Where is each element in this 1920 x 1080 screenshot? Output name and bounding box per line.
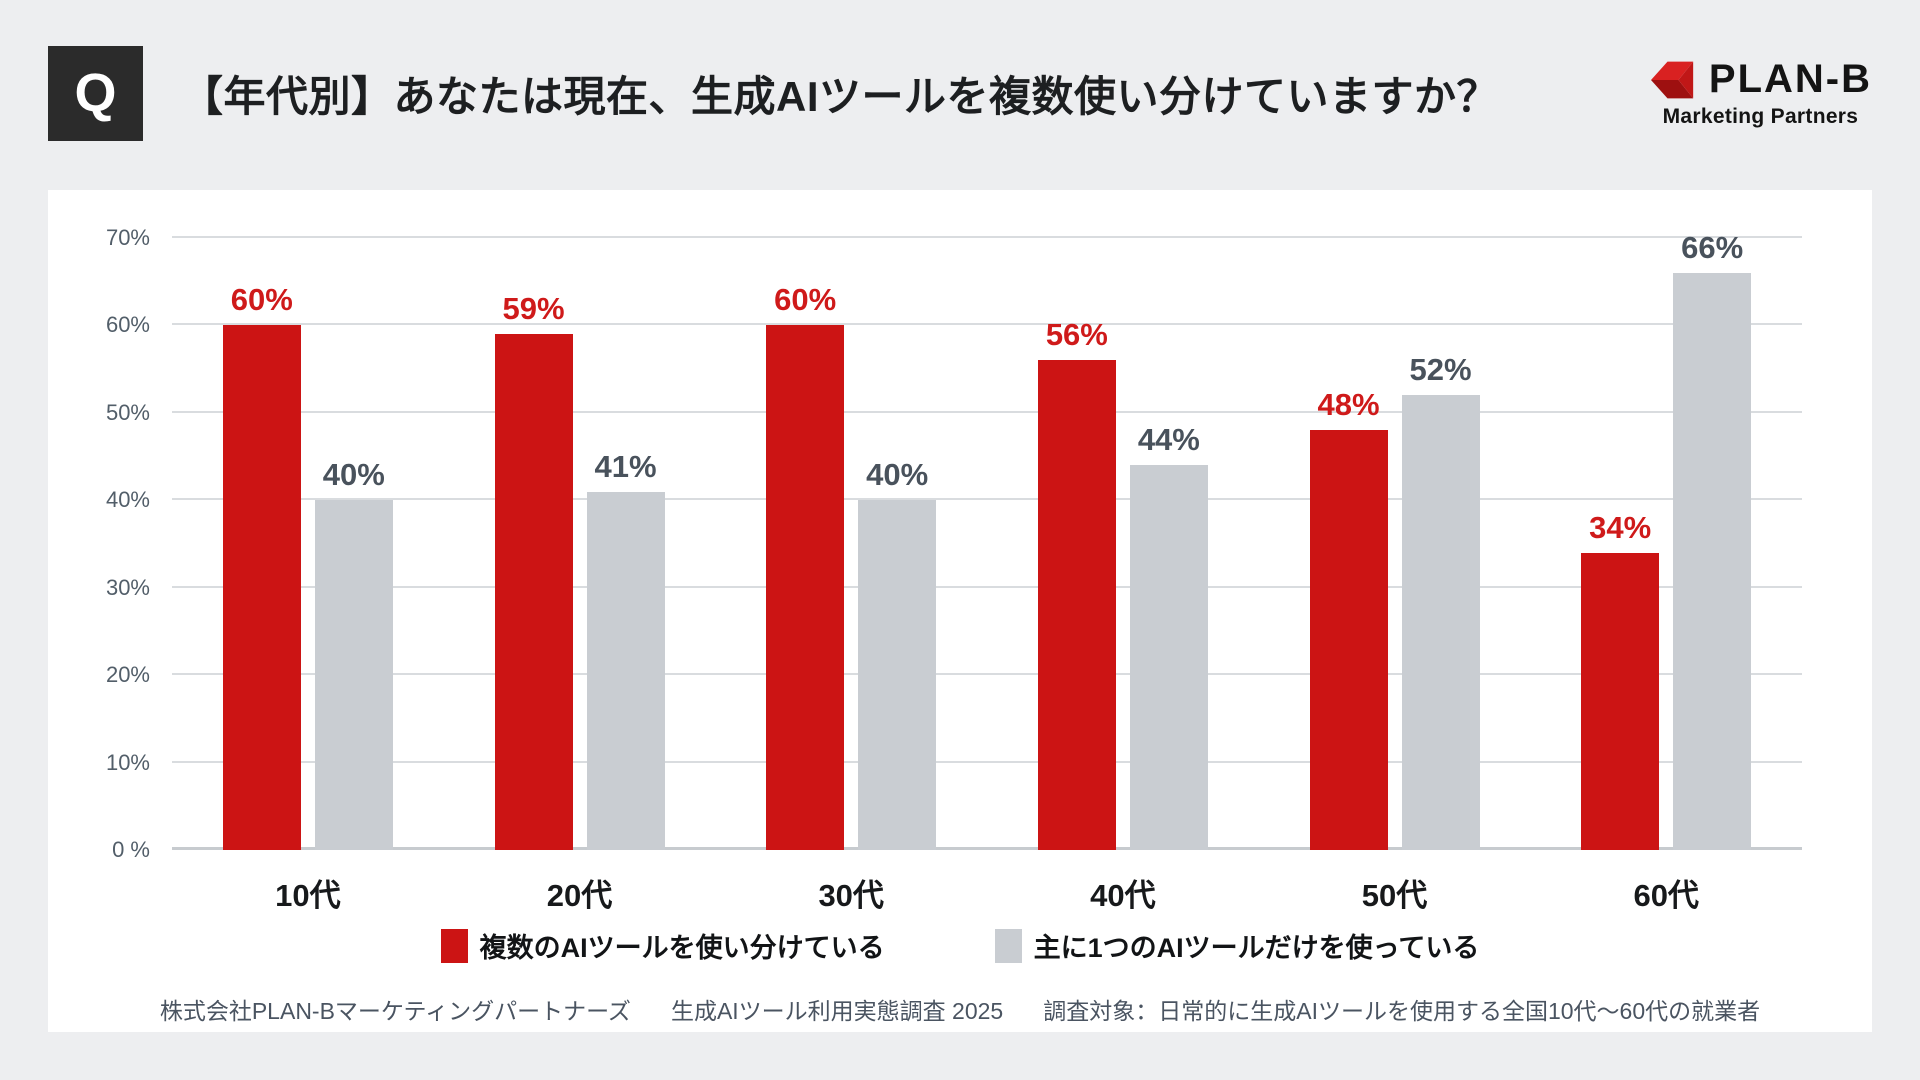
bar: 60% xyxy=(222,284,301,850)
value-label: 44% xyxy=(1137,422,1200,458)
gridline xyxy=(172,410,1802,413)
bar-group-20代: 59% 41% 20代 xyxy=(444,238,716,913)
chart-card: 0 % 10% 20% 30% 40% 50% 60% 70% 60% 40% 10代 59% 41% 2… xyxy=(48,190,1872,1032)
value-label: 60% xyxy=(774,282,837,318)
y-axis-tick-label: 60% xyxy=(105,312,150,338)
category-label: 40代 xyxy=(1090,878,1156,913)
bar: 40% xyxy=(314,459,393,850)
bar: 41% xyxy=(586,451,665,850)
brand-logo: PLAN-B Marketing Partners xyxy=(1649,57,1872,129)
category-label: 30代 xyxy=(818,878,884,913)
gridline xyxy=(172,760,1802,763)
gridline xyxy=(172,673,1802,676)
value-label: 34% xyxy=(1589,509,1652,545)
plot-area: 0 % 10% 20% 30% 40% 50% 60% 70% 60% 40% 10代 59% 41% 2… xyxy=(106,227,1802,913)
bar: 60% xyxy=(766,284,845,850)
value-label: 48% xyxy=(1317,387,1380,423)
bar: 52% xyxy=(1401,354,1480,850)
footer-segment: 株式会社PLAN-Bマーケティングパートナーズ xyxy=(159,998,631,1024)
category-label: 20代 xyxy=(546,878,613,913)
bar-pair: 59% 41% xyxy=(444,238,716,850)
y-axis-tick-label: 40% xyxy=(105,487,150,513)
footer-source: 株式会社PLAN-Bマーケティングパートナーズ 生成AIツール利用実態調査 202… xyxy=(48,992,1872,1026)
legend: 複数のAIツールを使い分けている 主に1つのAIツールだけを使っている xyxy=(48,926,1872,965)
footer-segment: 調査対象：日常的に生成AIツールを使用する全国10代～60代の就業者 xyxy=(1043,998,1761,1024)
question-badge: Q xyxy=(48,45,143,141)
value-label: 59% xyxy=(502,291,565,327)
bar-group-50代: 48% 52% 50代 xyxy=(1259,238,1531,913)
logo-subtitle: Marketing Partners xyxy=(1662,105,1859,128)
bar: 66% xyxy=(1673,232,1752,850)
y-axis-tick-label: 70% xyxy=(105,225,150,250)
value-label: 60% xyxy=(230,282,293,318)
header: Q 【年代別】あなたは現在、生成AIツールを複数使い分けていますか？ PLAN-… xyxy=(48,45,1872,141)
legend-label: 複数のAIツールを使い分けている xyxy=(479,933,885,963)
y-axis-tick-label: 10% xyxy=(105,749,150,775)
bar-group-60代: 34% 66% 60代 xyxy=(1530,232,1802,913)
bar-group-40代: 56% 44% 40代 xyxy=(987,238,1259,913)
bar-pair: 60% 40% xyxy=(715,238,987,850)
bar: 59% xyxy=(494,293,573,850)
value-label: 56% xyxy=(1045,317,1108,353)
legend-swatch xyxy=(994,928,1022,963)
gridline xyxy=(172,323,1802,326)
legend-item: 複数のAIツールを使い分けている xyxy=(440,926,885,965)
bar: 40% xyxy=(858,459,937,850)
legend-item: 主に1つのAIツールだけを使っている xyxy=(994,926,1480,965)
bar-pair: 48% 52% xyxy=(1259,238,1531,850)
category-label: 10代 xyxy=(275,878,341,913)
y-axis-tick-label: 50% xyxy=(105,399,150,425)
legend-swatch xyxy=(440,928,468,963)
value-label: 41% xyxy=(594,448,657,484)
value-label: 40% xyxy=(322,457,385,493)
y-axis-tick-label: 20% xyxy=(105,662,150,688)
bar-group-10代: 60% 40% 10代 xyxy=(172,238,444,913)
gridline xyxy=(172,498,1802,501)
gridline xyxy=(172,236,1802,238)
footer-segment: 生成AIツール利用実態調査 2025 xyxy=(670,998,1004,1024)
gridline xyxy=(172,585,1802,588)
bar-pair: 60% 40% xyxy=(172,238,444,850)
bar-pair: 34% 66% xyxy=(1530,232,1802,850)
bar: 56% xyxy=(1037,319,1116,850)
bar-pair: 56% 44% xyxy=(987,238,1259,850)
bar: 34% xyxy=(1581,512,1660,850)
value-label: 52% xyxy=(1409,352,1472,388)
bar-groups: 60% 40% 10代 59% 41% 20代 60% 40% 30代 56% 44% 40代 48% 5… xyxy=(172,232,1802,913)
bar-group-30代: 60% 40% 30代 xyxy=(715,238,987,913)
bar: 44% xyxy=(1129,424,1208,850)
category-label: 50代 xyxy=(1361,878,1428,913)
bar: 48% xyxy=(1309,389,1388,850)
logo-brand-text: PLAN-B xyxy=(1708,57,1872,101)
legend-label: 主に1つのAIツールだけを使っている xyxy=(1033,933,1480,963)
value-label: 40% xyxy=(866,457,929,493)
y-axis-tick-label: 0 % xyxy=(112,837,150,862)
page-title: 【年代別】あなたは現在、生成AIツールを複数使い分けていますか？ xyxy=(181,72,1500,120)
y-axis-tick-label: 30% xyxy=(105,574,150,600)
value-label: 66% xyxy=(1681,229,1744,265)
category-label: 60代 xyxy=(1633,878,1699,913)
plan-b-arrow-icon xyxy=(1649,58,1697,102)
gridline xyxy=(172,847,1802,850)
